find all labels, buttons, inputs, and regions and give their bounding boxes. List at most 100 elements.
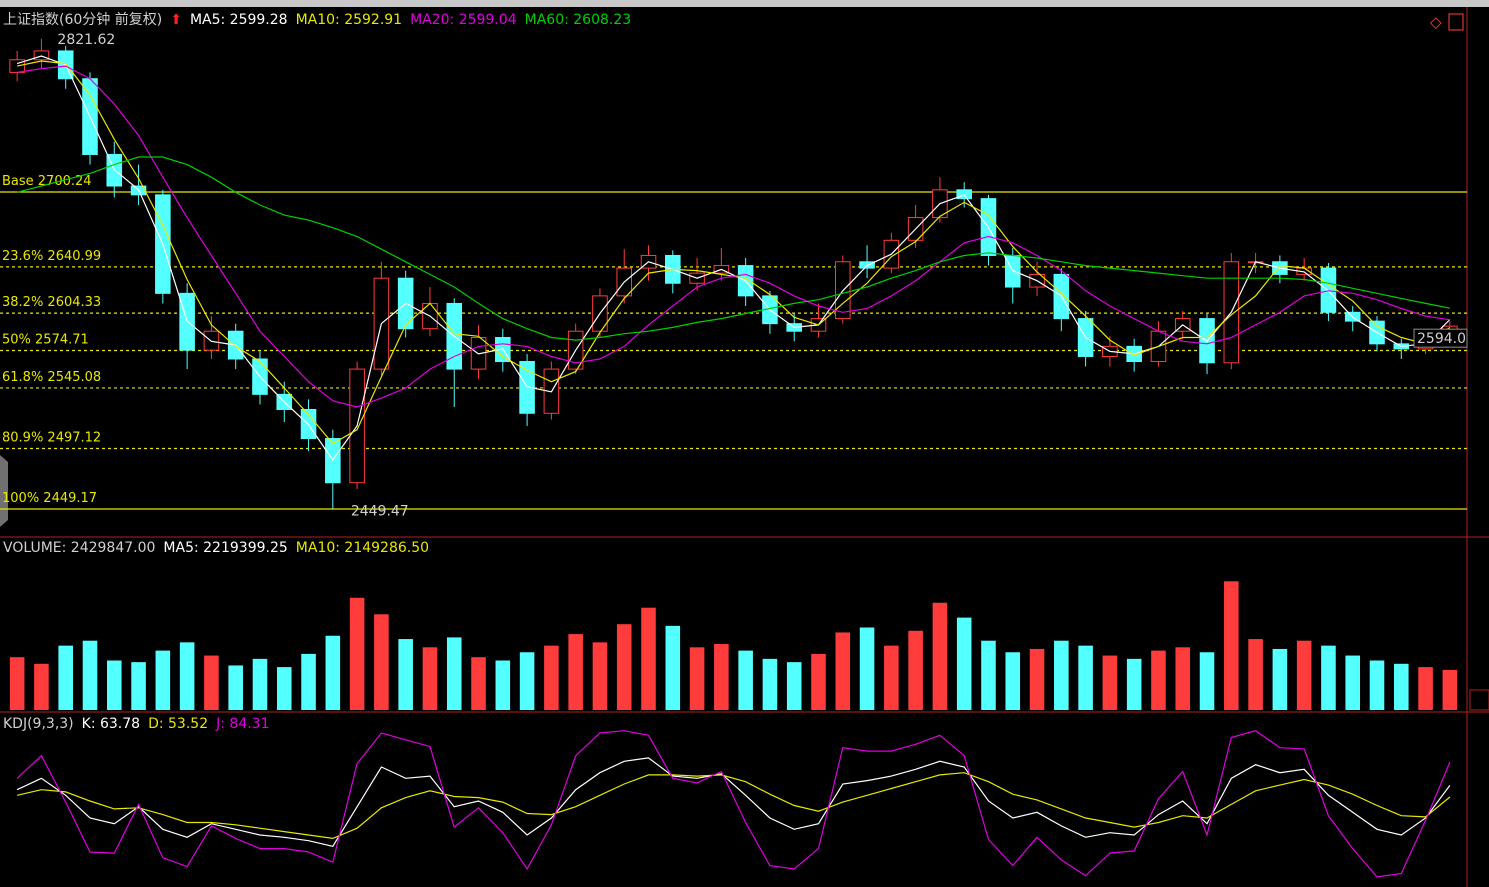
volume-bar [932, 602, 948, 710]
volume-bar [1418, 667, 1433, 710]
fib-label: 100% 2449.17 [2, 491, 97, 506]
icon-window[interactable] [1448, 13, 1464, 31]
volume-bar [592, 642, 608, 710]
volume-bar [446, 637, 462, 710]
volume-bar [34, 663, 49, 710]
volume-bar [714, 644, 729, 710]
volume-bar [1126, 658, 1142, 710]
ma-line [16, 60, 1451, 445]
volume-bar [1102, 655, 1118, 710]
volume-bar [276, 667, 292, 710]
volume-title: VOLUME: 2429847.00 [3, 540, 156, 556]
volume-bar [1394, 663, 1409, 710]
volume-bar [956, 617, 972, 710]
kdj-line [16, 730, 1451, 878]
volume-bar [228, 665, 243, 710]
volume-bar [58, 645, 73, 710]
volume-bar [1224, 581, 1239, 710]
legend-entry: MA10: 2592.91 [295, 12, 403, 28]
candle-body [33, 50, 50, 61]
last-price-box [1413, 328, 1468, 348]
volume-bar [835, 632, 851, 710]
low-annotation: 2449.47 [351, 504, 409, 520]
legend-entry: D: 53.52 [148, 716, 209, 732]
fib-label: 38.2% 2604.33 [2, 295, 101, 310]
fib-label: Base 2700.24 [2, 174, 92, 189]
volume-bar [1151, 650, 1166, 710]
volume-bar [374, 614, 389, 710]
legend-entry: MA20: 2599.04 [410, 12, 517, 28]
volume-bar [179, 642, 195, 710]
volume-bar [1248, 639, 1263, 710]
candle-body [1004, 254, 1021, 288]
volume-bar [82, 640, 98, 710]
high-annotation: 2821.62 [57, 32, 115, 48]
icon-diamond[interactable]: ◇ [1430, 13, 1442, 31]
volume-bar [1199, 652, 1215, 710]
fib-label: 50% 2574.71 [2, 333, 89, 348]
arrow-icon: ⬆ [170, 12, 182, 28]
volume-bar [471, 657, 486, 710]
volume-bar [301, 653, 316, 710]
volume-header: VOLUME: 2429847.00 MA5: 2219399.25 MA10: … [3, 540, 429, 556]
volume-bar [106, 660, 122, 710]
volume-bar [9, 657, 25, 710]
volume-bar [1054, 640, 1069, 710]
volume-bar [1369, 660, 1385, 710]
volume-bar [1296, 640, 1312, 710]
volume-bar [422, 647, 438, 710]
volume-bar [1321, 645, 1336, 710]
volume-bar [981, 640, 996, 710]
last-price-label: 2594.0 [1417, 331, 1466, 347]
volume-bar [1345, 655, 1361, 710]
price-header: 上证指数(60分钟 前复权) ⬆ MA5: 2599.28 MA10: 2592.… [3, 12, 631, 28]
volume-bar [859, 627, 875, 710]
candle-body [956, 189, 972, 200]
volume-bar [786, 662, 802, 710]
volume-bar [544, 645, 559, 710]
kdj-line [16, 772, 1451, 840]
volume-bar [762, 658, 778, 710]
chart-title: 上证指数(60分钟 前复权) [3, 12, 163, 28]
volume-bar [519, 652, 535, 710]
volume-bar [908, 630, 923, 710]
volume-bar [689, 647, 705, 710]
volume-bar [616, 624, 632, 710]
volume-bar [1005, 652, 1021, 710]
volume-bar [325, 635, 341, 710]
axis-button[interactable] [1469, 689, 1489, 711]
volume-bar [252, 658, 268, 710]
volume-bar [398, 639, 413, 710]
volume-bar [568, 634, 583, 710]
top-bar [0, 0, 1489, 7]
volume-bar [665, 625, 681, 710]
volume-bar [738, 650, 753, 710]
ma-line [17, 65, 1450, 408]
kdj-title: KDJ(9,3,3) [3, 716, 74, 732]
volume-bar [204, 655, 219, 710]
volume-bar [1175, 647, 1191, 710]
volume-bar [1442, 669, 1458, 710]
legend-entry: MA5: 2219399.25 [163, 540, 288, 556]
volume-bar [1272, 648, 1288, 710]
fib-label: 23.6% 2640.99 [2, 249, 101, 264]
legend-entry: MA60: 2608.23 [524, 12, 632, 28]
ma-line [16, 156, 1451, 341]
volume-bar [1029, 648, 1045, 710]
ma-line [16, 55, 1451, 462]
volume-bar [349, 597, 365, 710]
legend-entry: J: 84.31 [216, 716, 270, 732]
legend-entry: MA5: 2599.28 [189, 12, 288, 28]
volume-bar [641, 607, 656, 710]
fib-label: 80.9% 2497.12 [2, 430, 101, 445]
volume-bar [884, 645, 899, 710]
volume-bar [495, 660, 511, 710]
volume-bar [155, 650, 171, 710]
legend-entry: MA10: 2149286.50 [295, 540, 430, 556]
volume-bar [1078, 645, 1093, 710]
candle-body [859, 261, 875, 269]
volume-bar [811, 653, 826, 710]
volume-bar [131, 662, 146, 710]
